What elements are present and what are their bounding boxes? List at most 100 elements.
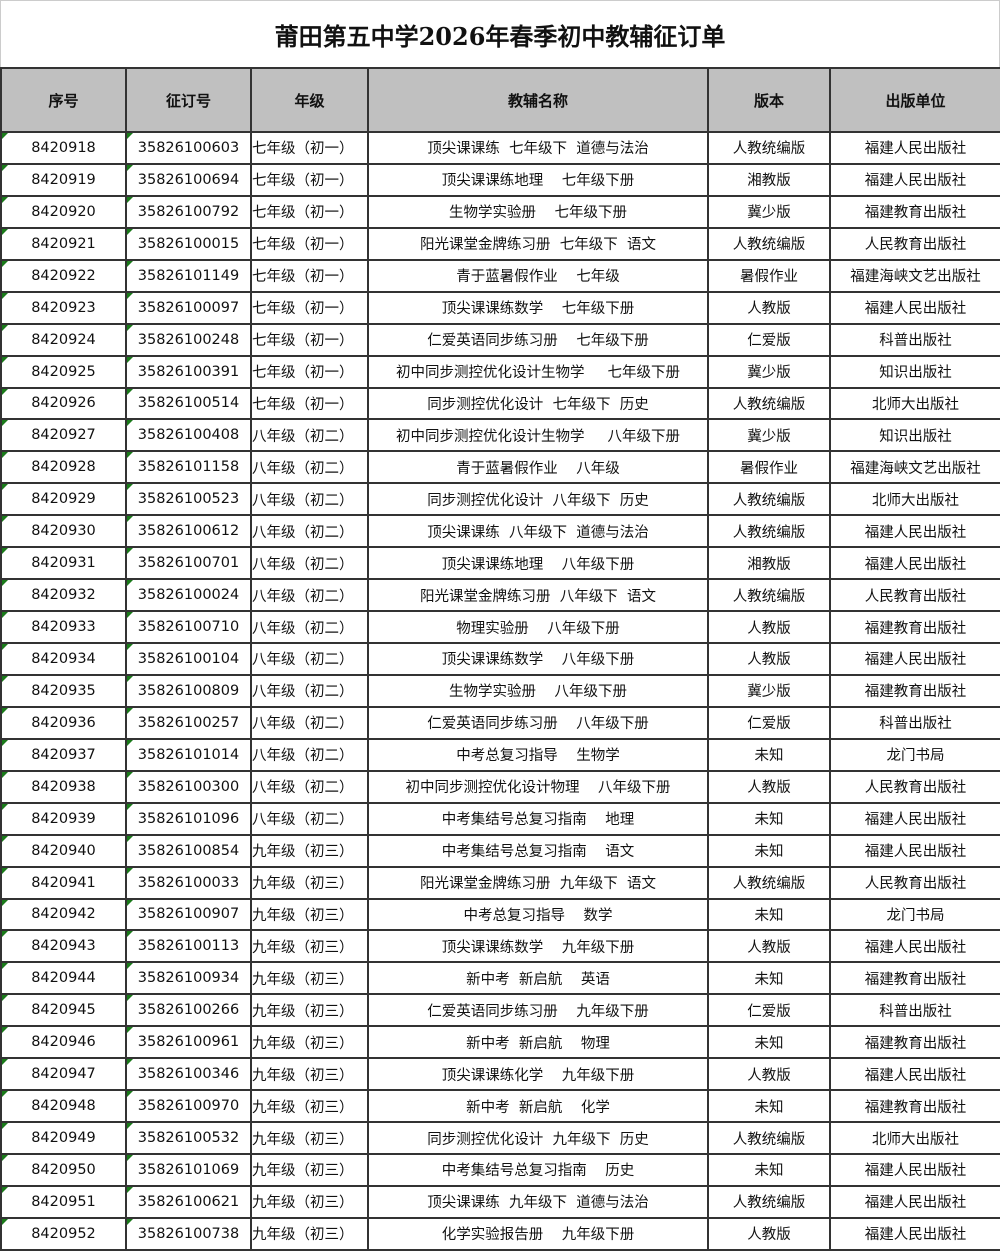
cell-book-name[interactable]: 顶尖课课练 七年级下 道德与法治 bbox=[367, 131, 709, 165]
cell-serial[interactable]: 8420947 bbox=[0, 1057, 127, 1092]
cell-serial[interactable]: 8420918 bbox=[0, 131, 127, 165]
cell-edition[interactable]: 冀少版 bbox=[707, 354, 831, 389]
cell-serial[interactable]: 8420934 bbox=[0, 642, 127, 676]
cell-order-number[interactable]: 35826100809 bbox=[125, 673, 252, 708]
cell-publisher[interactable]: 北师大出版社 bbox=[829, 482, 1000, 517]
cell-order-number[interactable]: 35826100300 bbox=[125, 769, 252, 804]
cell-edition[interactable]: 人教统编版 bbox=[707, 1184, 831, 1219]
cell-serial[interactable]: 8420951 bbox=[0, 1184, 127, 1219]
cell-order-number[interactable]: 35826100612 bbox=[125, 514, 252, 549]
cell-grade[interactable]: 七年级（初一） bbox=[250, 322, 369, 357]
cell-book-name[interactable]: 中考集结号总复习指南 语文 bbox=[367, 833, 709, 868]
cell-book-name[interactable]: 阳光课堂金牌练习册 九年级下 语文 bbox=[367, 865, 709, 900]
cell-order-number[interactable]: 35826100970 bbox=[125, 1089, 252, 1124]
cell-grade[interactable]: 八年级（初二） bbox=[250, 450, 369, 485]
cell-edition[interactable]: 未知 bbox=[707, 897, 831, 932]
cell-order-number[interactable]: 35826100391 bbox=[125, 354, 252, 389]
cell-book-name[interactable]: 中考集结号总复习指南 地理 bbox=[367, 801, 709, 836]
cell-order-number[interactable]: 35826100523 bbox=[125, 482, 252, 517]
cell-edition[interactable]: 仁爱版 bbox=[707, 705, 831, 740]
cell-grade[interactable]: 九年级（初三） bbox=[250, 1089, 369, 1124]
header-publisher[interactable]: 出版单位 bbox=[829, 67, 1000, 133]
cell-grade[interactable]: 九年级（初三） bbox=[250, 865, 369, 900]
cell-publisher[interactable]: 福建教育出版社 bbox=[829, 673, 1000, 708]
cell-book-name[interactable]: 化学实验报告册 九年级下册 bbox=[367, 1216, 709, 1251]
cell-book-name[interactable]: 阳光课堂金牌练习册 八年级下 语文 bbox=[367, 578, 709, 613]
cell-publisher[interactable]: 北师大出版社 bbox=[829, 386, 1000, 421]
cell-edition[interactable]: 人教版 bbox=[707, 642, 831, 676]
cell-edition[interactable]: 暑假作业 bbox=[707, 450, 831, 485]
cell-grade[interactable]: 七年级（初一） bbox=[250, 354, 369, 389]
cell-book-name[interactable]: 顶尖课课练 九年级下 道德与法治 bbox=[367, 1184, 709, 1219]
cell-serial[interactable]: 8420949 bbox=[0, 1121, 127, 1155]
cell-publisher[interactable]: 人民教育出版社 bbox=[829, 865, 1000, 900]
cell-serial[interactable]: 8420940 bbox=[0, 833, 127, 868]
cell-serial[interactable]: 8420931 bbox=[0, 546, 127, 581]
cell-book-name[interactable]: 物理实验册 八年级下册 bbox=[367, 610, 709, 644]
cell-serial[interactable]: 8420929 bbox=[0, 482, 127, 517]
cell-book-name[interactable]: 生物学实验册 七年级下册 bbox=[367, 194, 709, 229]
cell-edition[interactable]: 湘教版 bbox=[707, 162, 831, 197]
cell-publisher[interactable]: 科普出版社 bbox=[829, 993, 1000, 1028]
cell-serial[interactable]: 8420933 bbox=[0, 610, 127, 644]
cell-publisher[interactable]: 福建人民出版社 bbox=[829, 514, 1000, 549]
cell-edition[interactable]: 未知 bbox=[707, 833, 831, 868]
cell-grade[interactable]: 七年级（初一） bbox=[250, 290, 369, 325]
cell-order-number[interactable]: 35826100961 bbox=[125, 1025, 252, 1060]
cell-edition[interactable]: 冀少版 bbox=[707, 673, 831, 708]
cell-book-name[interactable]: 新中考 新启航 英语 bbox=[367, 961, 709, 996]
cell-order-number[interactable]: 35826101149 bbox=[125, 258, 252, 293]
cell-grade[interactable]: 八年级（初二） bbox=[250, 673, 369, 708]
cell-publisher[interactable]: 福建教育出版社 bbox=[829, 1025, 1000, 1060]
cell-publisher[interactable]: 人民教育出版社 bbox=[829, 226, 1000, 261]
cell-grade[interactable]: 九年级（初三） bbox=[250, 961, 369, 996]
cell-serial[interactable]: 8420924 bbox=[0, 322, 127, 357]
cell-order-number[interactable]: 35826100907 bbox=[125, 897, 252, 932]
cell-serial[interactable]: 8420945 bbox=[0, 993, 127, 1028]
cell-edition[interactable]: 人教版 bbox=[707, 1057, 831, 1092]
cell-book-name[interactable]: 初中同步测控优化设计生物学 七年级下册 bbox=[367, 354, 709, 389]
cell-book-name[interactable]: 仁爱英语同步练习册 七年级下册 bbox=[367, 322, 709, 357]
header-edition[interactable]: 版本 bbox=[707, 67, 831, 133]
cell-serial[interactable]: 8420927 bbox=[0, 418, 127, 453]
header-grade[interactable]: 年级 bbox=[250, 67, 369, 133]
cell-edition[interactable]: 未知 bbox=[707, 737, 831, 772]
cell-grade[interactable]: 九年级（初三） bbox=[250, 1216, 369, 1251]
cell-publisher[interactable]: 福建人民出版社 bbox=[829, 162, 1000, 197]
cell-edition[interactable]: 湘教版 bbox=[707, 546, 831, 581]
cell-publisher[interactable]: 科普出版社 bbox=[829, 705, 1000, 740]
cell-grade[interactable]: 八年级（初二） bbox=[250, 737, 369, 772]
cell-book-name[interactable]: 顶尖课课练地理 八年级下册 bbox=[367, 546, 709, 581]
cell-edition[interactable]: 仁爱版 bbox=[707, 322, 831, 357]
cell-book-name[interactable]: 生物学实验册 八年级下册 bbox=[367, 673, 709, 708]
cell-grade[interactable]: 八年级（初二） bbox=[250, 418, 369, 453]
cell-grade[interactable]: 九年级（初三） bbox=[250, 833, 369, 868]
cell-serial[interactable]: 8420936 bbox=[0, 705, 127, 740]
cell-grade[interactable]: 七年级（初一） bbox=[250, 162, 369, 197]
cell-publisher[interactable]: 福建人民出版社 bbox=[829, 642, 1000, 676]
cell-serial[interactable]: 8420948 bbox=[0, 1089, 127, 1124]
cell-grade[interactable]: 八年级（初二） bbox=[250, 801, 369, 836]
cell-publisher[interactable]: 龙门书局 bbox=[829, 897, 1000, 932]
cell-edition[interactable]: 人教统编版 bbox=[707, 865, 831, 900]
cell-serial[interactable]: 8420935 bbox=[0, 673, 127, 708]
cell-publisher[interactable]: 福建教育出版社 bbox=[829, 610, 1000, 644]
cell-order-number[interactable]: 35826100266 bbox=[125, 993, 252, 1028]
cell-book-name[interactable]: 青于蓝暑假作业 八年级 bbox=[367, 450, 709, 485]
cell-serial[interactable]: 8420925 bbox=[0, 354, 127, 389]
cell-order-number[interactable]: 35826100257 bbox=[125, 705, 252, 740]
cell-publisher[interactable]: 知识出版社 bbox=[829, 354, 1000, 389]
cell-serial[interactable]: 8420952 bbox=[0, 1216, 127, 1251]
cell-order-number[interactable]: 35826101014 bbox=[125, 737, 252, 772]
cell-publisher[interactable]: 科普出版社 bbox=[829, 322, 1000, 357]
cell-book-name[interactable]: 顶尖课课练化学 九年级下册 bbox=[367, 1057, 709, 1092]
cell-book-name[interactable]: 青于蓝暑假作业 七年级 bbox=[367, 258, 709, 293]
cell-order-number[interactable]: 35826100854 bbox=[125, 833, 252, 868]
cell-edition[interactable]: 仁爱版 bbox=[707, 993, 831, 1028]
cell-publisher[interactable]: 福建海峡文艺出版社 bbox=[829, 450, 1000, 485]
header-order-number[interactable]: 征订号 bbox=[125, 67, 252, 133]
cell-grade[interactable]: 七年级（初一） bbox=[250, 226, 369, 261]
cell-book-name[interactable]: 仁爱英语同步练习册 八年级下册 bbox=[367, 705, 709, 740]
cell-book-name[interactable]: 中考总复习指导 生物学 bbox=[367, 737, 709, 772]
cell-publisher[interactable]: 福建人民出版社 bbox=[829, 131, 1000, 165]
